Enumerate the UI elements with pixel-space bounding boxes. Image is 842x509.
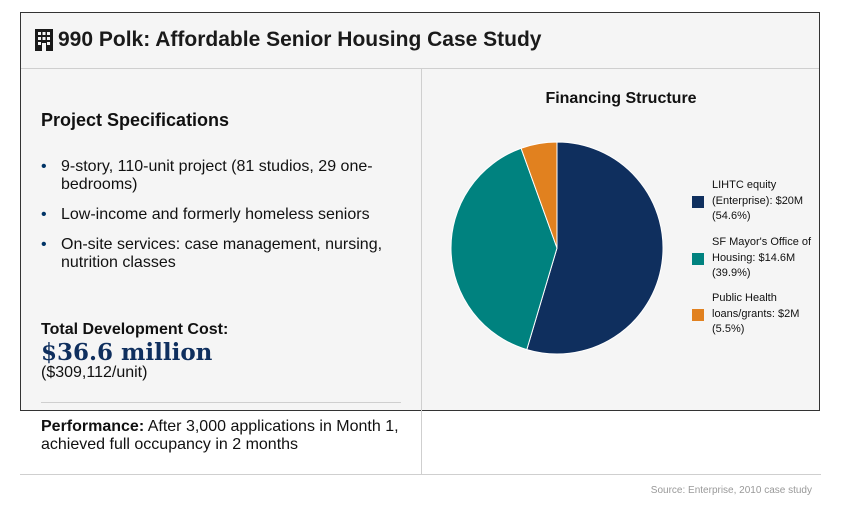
title-bar: 990 Polk: Affordable Senior Housing Case… (21, 13, 819, 69)
performance-note: Performance: After 3,000 applications in… (41, 418, 406, 454)
specs-list: • 9-story, 110-unit project (81 studios,… (41, 158, 391, 272)
bullet-icon: • (41, 236, 47, 253)
bullet-icon: • (41, 158, 47, 175)
pie-slice-public-health (520, 141, 558, 249)
spec-item-text: 9-story, 110-unit project (81 studios, 2… (61, 158, 373, 193)
performance-label: Performance: (41, 418, 145, 435)
section-divider (41, 402, 401, 403)
legend-label: Public Health loans/grants: $2M (5.5%) (712, 292, 800, 335)
page-title: 990 Polk: Affordable Senior Housing Case… (58, 28, 542, 51)
legend-swatch (692, 309, 704, 321)
pie-slice-mayors-office (450, 147, 558, 351)
performance-text: After 3,000 applications in Month 1, ach… (41, 418, 399, 453)
cost-per-unit: ($309,112/unit) (41, 364, 148, 381)
legend-swatch (692, 253, 704, 265)
column-divider (421, 69, 422, 474)
bottom-divider (20, 474, 821, 475)
pie-slice-lihtc (526, 141, 664, 355)
building-icon (35, 29, 53, 51)
legend-label: LIHTC equity (Enterprise): $20M (54.6%) (712, 179, 804, 222)
chart-title: Financing Structure (545, 90, 697, 107)
total-cost-value: $36.6 million (41, 339, 213, 366)
spec-item: • 9-story, 110-unit project (81 studios,… (41, 158, 391, 194)
case-study-panel (20, 12, 820, 411)
spec-item-text: Low-income and formerly homeless seniors (61, 206, 370, 223)
spec-item-text: On-site services: case management, nursi… (61, 236, 383, 271)
total-cost-label: Total Development Cost: (41, 321, 229, 338)
source-note: Source: Enterprise, 2010 case study (650, 485, 812, 496)
spec-item: • On-site services: case management, nur… (41, 236, 391, 272)
financing-pie-chart (450, 141, 664, 355)
legend-swatch (692, 196, 704, 208)
bullet-icon: • (41, 206, 47, 223)
legend-label: SF Mayor's Office of Housing: $14.6M (39… (712, 236, 812, 279)
specs-heading: Project Specifications (41, 110, 230, 130)
spec-item: • Low-income and formerly homeless senio… (41, 206, 391, 224)
